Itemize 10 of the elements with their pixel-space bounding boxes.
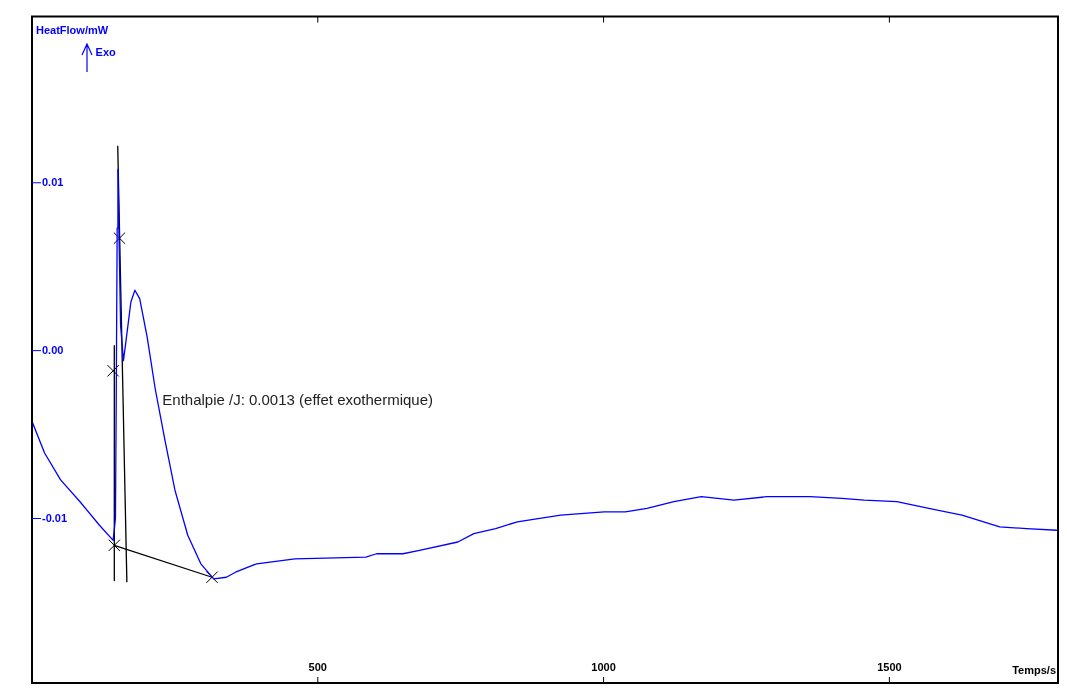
annotation: Enthalpie /J: 0.0013 (effet exothermique) [162,390,434,408]
y-tick-label: 0.00 [42,343,64,356]
annotation: Exo [95,46,117,59]
x-tick-label: 1500 [877,661,902,674]
y-axis-title: HeatFlow/mW [36,24,109,37]
x-axis-title: Temps/s [1012,663,1056,676]
x-tick-label: 1000 [591,661,616,674]
x-tick-label: 500 [308,661,327,674]
y-tick-label: -0.01 [42,511,68,524]
y-tick-label: 0.01 [42,175,64,188]
